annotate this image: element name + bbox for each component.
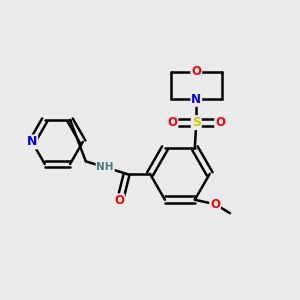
Text: O: O — [167, 116, 177, 129]
Text: O: O — [191, 65, 201, 78]
Text: N: N — [191, 93, 201, 106]
Text: NH: NH — [97, 162, 114, 172]
Text: O: O — [215, 116, 225, 129]
Text: N: N — [27, 135, 37, 148]
Text: O: O — [210, 198, 220, 211]
Text: S: S — [192, 116, 201, 129]
Text: O: O — [114, 194, 124, 207]
